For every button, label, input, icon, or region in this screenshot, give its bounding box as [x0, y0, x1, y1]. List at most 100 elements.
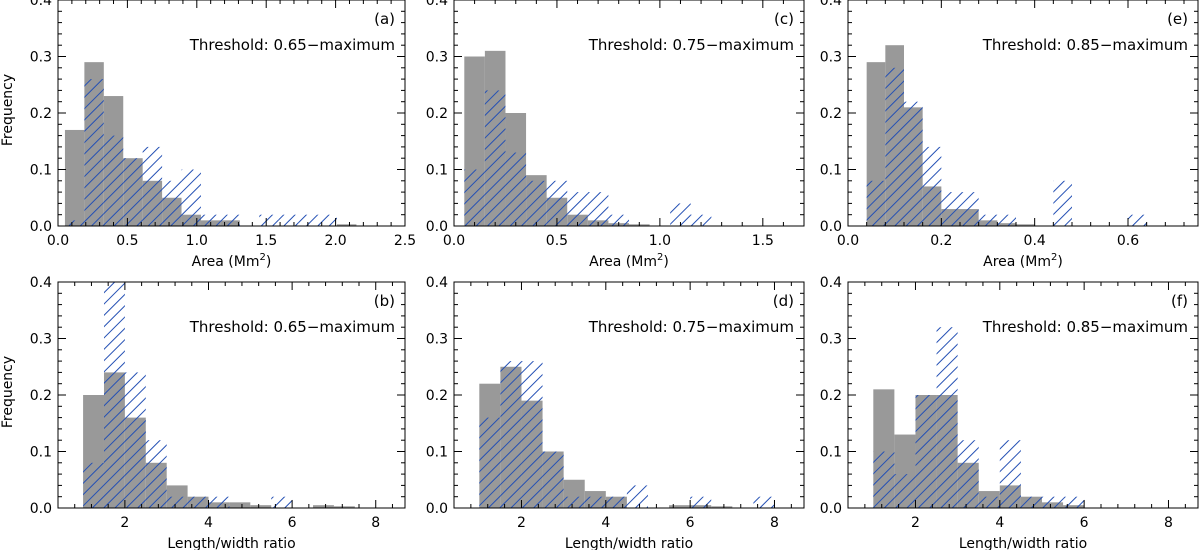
hatched-bar [166, 496, 188, 508]
x-tick-label: 0.0 [443, 233, 465, 249]
hatched-bar [587, 192, 609, 226]
y-tick-label: 0.0 [820, 501, 842, 517]
hatched-bar [753, 496, 775, 508]
hatched-bar [670, 203, 691, 226]
gray-bar [336, 224, 357, 226]
y-tick-label: 0.4 [30, 0, 52, 9]
hatched-bar [181, 169, 201, 226]
panel-f: 0.0 0.1 0.2 0.3 0.4 2 4 6 8 Length/width ratio (f)… [820, 275, 1199, 550]
x-axis-label: Area (Mm2) [192, 252, 272, 270]
x-axis-label: Length/width ratio [959, 536, 1087, 550]
y-tick-label: 0.2 [820, 388, 842, 404]
gray-bar [711, 506, 733, 508]
gray-bar [1016, 224, 1035, 226]
hatched-bar [690, 496, 712, 508]
hatched-bar [941, 192, 960, 226]
y-tick-label: 0.1 [820, 163, 842, 179]
gray-bar [313, 505, 334, 508]
y-axis-label-bottom: Frequency [0, 356, 16, 428]
hatched-bar [464, 169, 485, 226]
hatched-bar [145, 440, 167, 508]
panel-d: 0.0 0.1 0.2 0.3 0.4 2 4 6 8 Length/width ratio (d)… [426, 275, 805, 550]
x-tick-label: 8 [371, 515, 380, 531]
gray-bar [333, 506, 355, 508]
y-tick-label: 0.1 [426, 445, 448, 461]
x-tick-label: 6 [686, 515, 695, 531]
hatched-bar [999, 440, 1021, 508]
panel-e: 0.0 0.1 0.2 0.3 0.4 0.0 0.2 0.4 0.6 Area (Mm2) (e)… [820, 0, 1199, 270]
gray-bar [64, 129, 85, 226]
panels: 0.0 0.1 0.2 0.3 0.4 0.0 0.5 1.0 1.5 2.0 2.5 Area (M… [30, 0, 1199, 550]
x-tick-label: 2 [517, 515, 526, 531]
hatched-bar [546, 180, 568, 226]
hatched-bar [64, 220, 85, 226]
threshold-label: Threshold: 0.65−maximum [189, 318, 395, 336]
panel-label: (b) [374, 292, 395, 310]
bars-e [866, 45, 1147, 226]
x-tick-label: 8 [770, 515, 779, 531]
bars-f [873, 327, 1085, 508]
y-tick-label: 0.0 [30, 219, 52, 235]
x-tick-label: 1.5 [255, 233, 277, 249]
y-tick-label: 0.1 [426, 163, 448, 179]
panel-label: (d) [773, 292, 794, 310]
y-tick-label: 0.4 [30, 275, 52, 291]
hatched-bar [873, 451, 895, 508]
y-tick-label: 0.3 [426, 332, 448, 348]
hatched-bar [526, 180, 547, 226]
panel-label: (f) [1171, 292, 1188, 310]
y-tick-label: 0.3 [820, 332, 842, 348]
threshold-label: Threshold: 0.75−maximum [588, 36, 794, 54]
hatched-bar [936, 327, 958, 508]
hatched-bar [1063, 496, 1085, 508]
x-tick-label: 4 [995, 515, 1004, 531]
hatched-bar [123, 158, 143, 226]
y-axis-label-top: Frequency [0, 74, 16, 146]
x-tick-label: 4 [601, 515, 610, 531]
bars-b [83, 282, 355, 508]
x-tick-label: 0.6 [1117, 233, 1139, 249]
x-tick-label: 1.0 [186, 233, 208, 249]
panel-b: 0.0 0.1 0.2 0.3 0.4 2 4 6 8 Length/width ratio (b)… [30, 275, 406, 550]
hatched-bar [894, 474, 916, 508]
x-axis-label: Area (Mm2) [589, 252, 669, 270]
x-tick-label: 2.5 [394, 233, 416, 249]
hatched-bar [690, 214, 712, 226]
hatched-bar [997, 214, 1016, 226]
panel-label: (a) [374, 10, 395, 28]
hatched-bar [885, 67, 904, 226]
panel-label: (c) [774, 10, 794, 28]
hatched-bar [220, 214, 240, 226]
hatched-bar [521, 361, 543, 508]
hatched-bar [567, 192, 588, 226]
hatched-bar [505, 152, 527, 226]
y-tick-label: 0.2 [820, 106, 842, 122]
x-axis-label: Length/width ratio [167, 536, 295, 550]
x-tick-label: 0.5 [546, 233, 568, 249]
y-tick-label: 0.4 [820, 275, 842, 291]
y-tick-label: 0.1 [820, 445, 842, 461]
y-tick-label: 0.2 [426, 388, 448, 404]
y-tick-label: 0.0 [820, 219, 842, 235]
panel-label: (e) [1167, 10, 1188, 28]
y-tick-label: 0.4 [426, 275, 448, 291]
threshold-label: Threshold: 0.75−maximum [588, 318, 794, 336]
y-tick-label: 0.2 [30, 388, 52, 404]
y-tick-label: 0.3 [30, 332, 52, 348]
panel-a: 0.0 0.1 0.2 0.3 0.4 0.0 0.5 1.0 1.5 2.0 2.5 Area (M… [30, 0, 416, 270]
bars-d [479, 361, 775, 508]
x-tick-label: 6 [288, 515, 297, 531]
x-axis-label: Area (Mm2) [983, 252, 1063, 270]
hatched-bar [866, 180, 886, 226]
bars-a [64, 62, 357, 226]
hatched-bar [626, 485, 648, 508]
hatched-bar [960, 192, 979, 226]
hatched-bar [142, 146, 163, 226]
hatched-bar [978, 214, 998, 226]
hatched-bar [479, 417, 501, 508]
x-tick-label: 8 [1164, 515, 1173, 531]
x-tick-label: 4 [204, 515, 213, 531]
hatched-bar [542, 451, 564, 508]
hatched-bar [317, 214, 337, 226]
hatched-bar [278, 214, 299, 226]
